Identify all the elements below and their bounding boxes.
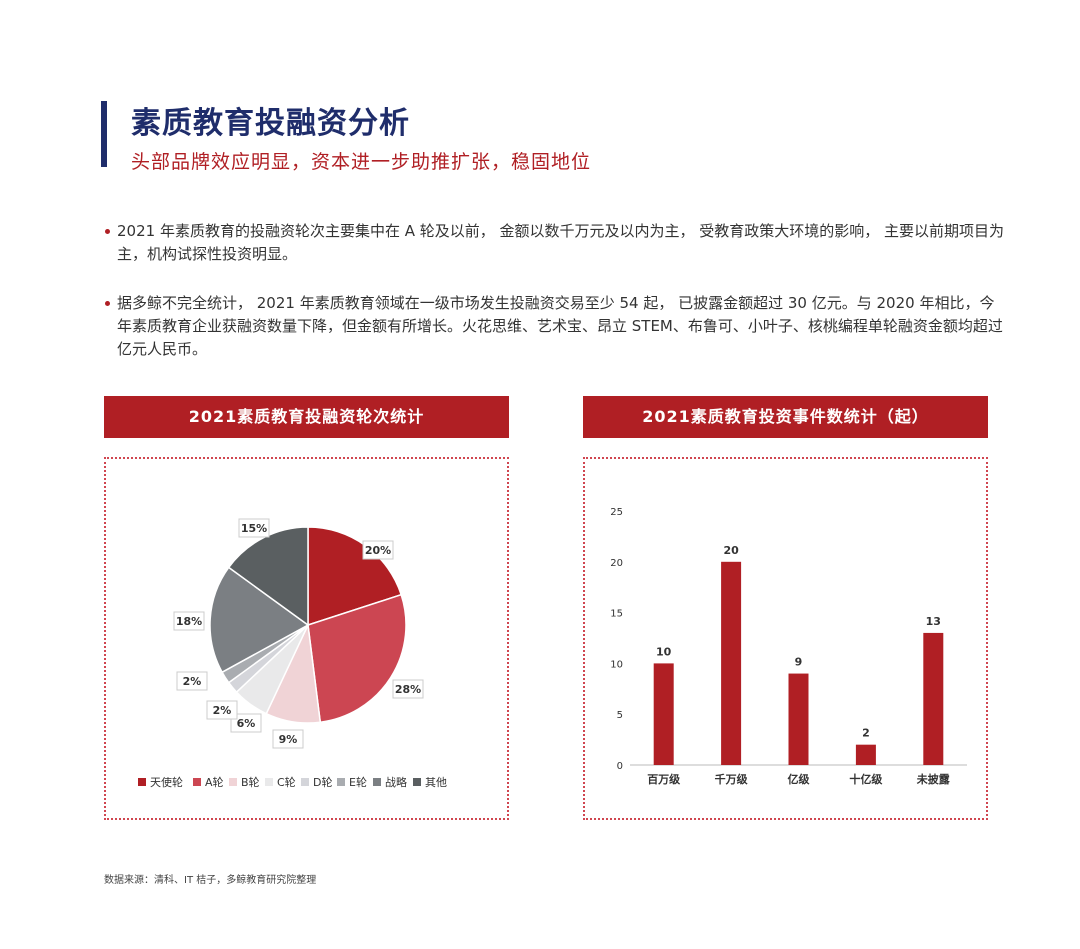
x-tick-label: 百万级 [647, 772, 681, 786]
bar-4 [923, 632, 944, 765]
y-tick-label: 0 [617, 761, 623, 772]
pie-label-box [206, 700, 238, 720]
legend-label: B轮 [241, 775, 260, 789]
bar-value-label: 13 [926, 615, 941, 628]
y-tick-label: 15 [610, 609, 623, 620]
bullet-paragraph-1: 2021 年素质教育的投融资轮次主要集中在 A 轮及以前， 金额以数千万元及以内… [105, 220, 1007, 266]
legend-label: 战略 [385, 775, 407, 789]
pie-data-label: 18% [176, 615, 202, 628]
pie-chart: 20% 28% 9% 6% 2% 2% 18% 15% 天使轮 A轮 B轮 C轮 D轮 E轮 战略 其他 [138, 518, 447, 789]
y-tick-label: 25 [610, 507, 623, 518]
legend-label: C轮 [277, 775, 296, 789]
legend-label: 其他 [425, 776, 447, 789]
bar-chart-box: 0 5 10 15 20 25 10 百万级 20 千万级 9 亿级 2 十亿级 13 未披露 [583, 457, 988, 820]
x-tick-label: 亿级 [788, 772, 811, 786]
pie-data-label: 28% [395, 683, 421, 696]
legend-label: A轮 [205, 775, 224, 789]
bar-chart: 0 5 10 15 20 25 10 百万级 20 千万级 9 亿级 2 十亿级 13 未披露 [610, 507, 967, 786]
pie-label-box [392, 679, 424, 699]
bar-value-label: 20 [723, 544, 739, 557]
pie-data-label: 2% [213, 704, 232, 717]
pie-label-box [173, 611, 205, 631]
legend-swatch [265, 778, 273, 786]
pie-label-box [362, 540, 394, 560]
pie-label-box [238, 518, 270, 538]
x-tick-label: 未披露 [916, 772, 951, 786]
legend-swatch [413, 778, 421, 786]
pie-data-label: 15% [241, 522, 267, 535]
legend-swatch [229, 778, 237, 786]
pie-data-label: 9% [279, 733, 298, 746]
pie-data-label: 20% [365, 544, 391, 557]
bullet-paragraph-2: 据多鲸不完全统计， 2021 年素质教育领域在一级市场发生投融资交易至少 54 … [105, 292, 1007, 361]
pie-label-box [272, 729, 304, 749]
legend-swatch [138, 778, 146, 786]
bar-2 [788, 673, 809, 765]
pie-label-box [230, 713, 262, 733]
y-tick-label: 5 [617, 710, 623, 721]
legend-label: E轮 [349, 775, 367, 789]
pie-label-box [176, 671, 208, 691]
x-tick-label: 千万级 [715, 772, 749, 786]
pie-slice-7 [227, 526, 309, 627]
y-tick-label: 20 [610, 558, 623, 569]
pie-chart-box: 20% 28% 9% 6% 2% 2% 18% 15% 天使轮 A轮 B轮 C轮 D轮 E轮 战略 其他 [104, 457, 509, 820]
bar-value-label: 10 [656, 645, 672, 658]
legend-label: D轮 [313, 775, 332, 789]
page-subtitle: 头部品牌效应明显，资本进一步助推扩张，稳固地位 [131, 151, 592, 173]
page-title: 素质教育投融资分析 [131, 106, 410, 141]
bar-value-label: 2 [862, 727, 870, 740]
pie-slice-6 [209, 566, 310, 674]
pie-chart-title: 2021素质教育投融资轮次统计 [104, 396, 509, 438]
data-source: 数据来源：清科、IT 桔子，多鲸教育研究院整理 [104, 875, 317, 886]
y-tick-label: 10 [610, 659, 623, 670]
title-accent-bar [101, 101, 107, 167]
pie-data-label: 2% [183, 675, 202, 688]
bar-chart-title: 2021素质教育投资事件数统计（起） [583, 396, 988, 438]
bar-3 [855, 744, 876, 765]
x-tick-label: 十亿级 [849, 772, 883, 786]
legend-swatch [193, 778, 201, 786]
legend-label: 天使轮 [150, 775, 183, 789]
pie-data-label: 6% [237, 717, 256, 730]
bar-value-label: 9 [795, 656, 803, 669]
bar-0 [653, 663, 674, 765]
bar-1 [721, 561, 742, 765]
legend-swatch [337, 778, 345, 786]
pie-slice-1 [307, 593, 407, 724]
legend-swatch [373, 778, 381, 786]
legend-swatch [301, 778, 309, 786]
